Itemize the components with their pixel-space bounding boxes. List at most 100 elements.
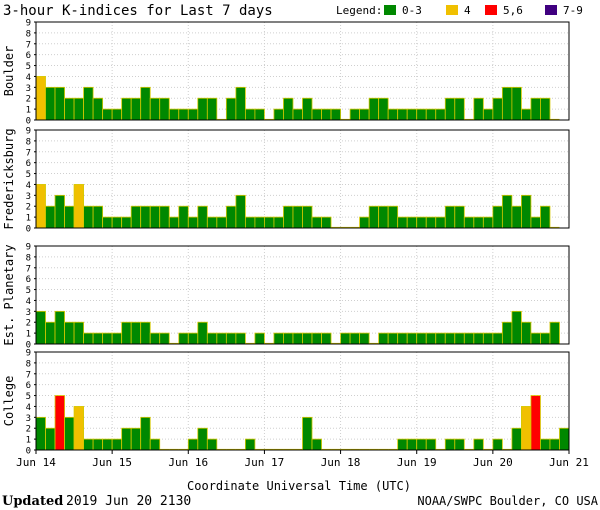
bar-est-planetary [311, 332, 322, 345]
y-tick-label: 9 [26, 19, 31, 29]
bar-college [454, 438, 465, 451]
bar-est-planetary [206, 332, 218, 345]
y-tick-label: 6 [26, 275, 31, 285]
bar-fredericksburg [264, 216, 275, 229]
bar-fredericksburg [254, 216, 265, 229]
bar-college [444, 438, 456, 451]
bar-fredericksburg [83, 205, 94, 229]
y-tick-label: 4 [26, 403, 31, 413]
bar-est-planetary [283, 332, 294, 345]
bar-boulder [482, 108, 494, 121]
bar-est-planetary [73, 321, 84, 345]
y-tick-label: 8 [26, 137, 31, 147]
bar-boulder [45, 86, 56, 121]
bar-boulder [159, 97, 170, 121]
legend-text-5-6: 5,6 [503, 4, 523, 17]
bar-est-planetary [397, 332, 408, 345]
bar-boulder [349, 108, 361, 121]
bar-est-planetary [64, 321, 75, 345]
bar-college [54, 395, 65, 451]
bar-boulder [54, 86, 65, 121]
panel-est-planetary [36, 246, 569, 344]
bar-est-planetary [83, 332, 94, 345]
x-tick-label: Jun 15 [92, 456, 132, 469]
bar-college [549, 438, 560, 451]
bar-fredericksburg [102, 216, 113, 229]
bar-fredericksburg [168, 216, 180, 229]
bar-est-planetary [349, 332, 361, 345]
bar-college [311, 438, 322, 451]
bar-fredericksburg [311, 216, 322, 229]
bar-est-planetary [492, 332, 503, 345]
bar-boulder [64, 97, 75, 121]
bar-college [121, 427, 132, 451]
y-tick-label: 7 [26, 370, 31, 380]
y-tick-label: 3 [26, 414, 31, 424]
bar-college [397, 438, 408, 451]
x-tick-label: Jun 17 [245, 456, 285, 469]
station-panels: 0123456789Boulder0123456789Fredericksbur… [2, 19, 589, 470]
bar-college [45, 427, 56, 451]
bar-est-planetary [387, 332, 399, 345]
bar-boulder [359, 108, 370, 121]
bar-boulder [378, 97, 389, 121]
bar-est-planetary [340, 332, 351, 345]
bar-college [244, 438, 256, 451]
bar-fredericksburg [454, 205, 465, 229]
bar-boulder [387, 108, 399, 121]
bar-est-planetary [463, 332, 475, 345]
bar-fredericksburg [45, 205, 56, 229]
y-tick-label: 0 [26, 225, 31, 235]
bar-est-planetary [292, 332, 303, 345]
bar-college [521, 406, 532, 451]
bar-boulder [168, 108, 180, 121]
bar-boulder [130, 97, 142, 121]
bar-boulder [73, 97, 84, 121]
bar-est-planetary [92, 332, 104, 345]
bar-boulder [149, 97, 161, 121]
bar-est-planetary [416, 332, 427, 345]
bar-college [35, 416, 46, 451]
bar-est-planetary [482, 332, 494, 345]
panel-frame [35, 245, 570, 345]
bar-college [416, 438, 427, 451]
bar-boulder [197, 97, 208, 121]
station-label-boulder: Boulder [2, 46, 16, 97]
bar-boulder [206, 97, 218, 121]
bar-college [530, 395, 541, 451]
bar-fredericksburg [64, 205, 75, 229]
bar-boulder [273, 108, 284, 121]
bar-est-planetary [178, 332, 189, 345]
bar-fredericksburg [425, 216, 437, 229]
bar-boulder [244, 108, 256, 121]
station-label-fredericksburg: Fredericksburg [2, 128, 16, 229]
bar-college [102, 438, 113, 451]
bar-fredericksburg [225, 205, 237, 229]
bar-boulder [283, 97, 294, 121]
x-tick-label: Jun 21 [549, 456, 589, 469]
bar-est-planetary [121, 321, 132, 345]
bar-est-planetary [197, 321, 208, 345]
bar-boulder [454, 97, 465, 121]
bar-fredericksburg [435, 216, 446, 229]
y-tick-label: 1 [26, 214, 31, 224]
bar-boulder [435, 108, 446, 121]
y-tick-label: 2 [26, 319, 31, 329]
legend-swatch-7-9 [545, 5, 557, 15]
x-tick-label: Jun 14 [16, 456, 56, 469]
legend-swatch-5-6 [485, 5, 497, 15]
updated-label: Updated [2, 494, 63, 509]
legend-text-7-9: 7-9 [563, 4, 583, 17]
legend-label: Legend: [336, 4, 382, 17]
x-tick-label: Jun 19 [397, 456, 437, 469]
bar-est-planetary [321, 332, 332, 345]
bar-est-planetary [359, 332, 370, 345]
y-tick-label: 4 [26, 73, 31, 83]
bar-boulder [83, 86, 94, 121]
bar-est-planetary [501, 321, 513, 345]
bar-est-planetary [406, 332, 418, 345]
bar-boulder [444, 97, 456, 121]
bar-fredericksburg [302, 205, 313, 229]
bar-fredericksburg [540, 205, 551, 229]
legend-text-4: 4 [464, 4, 471, 17]
